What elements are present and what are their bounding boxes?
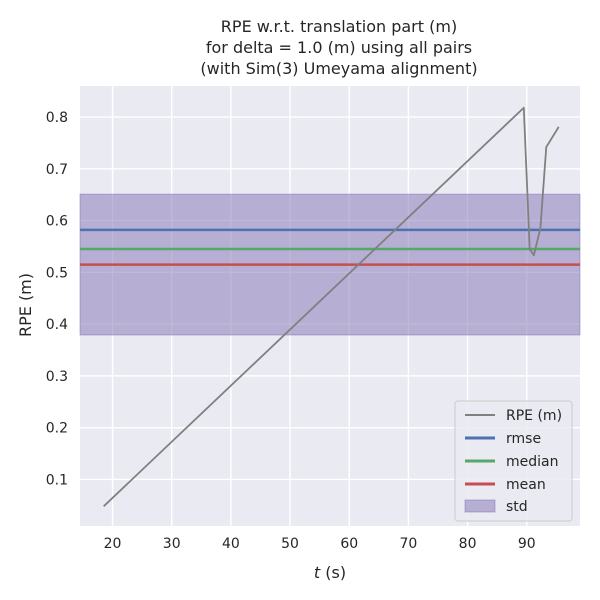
legend-label-rmse: rmse <box>506 431 541 447</box>
rpe-series-line <box>103 106 560 507</box>
legend-box <box>454 400 573 522</box>
y-axis-label: RPE (m) <box>16 273 35 337</box>
title-line-1: RPE w.r.t. translation part (m) <box>221 17 457 36</box>
x-tick-label: 70 <box>399 536 417 552</box>
legend-label-mean: mean <box>506 477 546 493</box>
x-tick-label: 80 <box>459 536 477 552</box>
y-tick-label: 0.2 <box>46 421 68 437</box>
y-tick-label: 0.8 <box>46 110 68 126</box>
y-tick-label: 0.7 <box>46 162 68 178</box>
y-tick-label: 0.6 <box>46 214 68 230</box>
x-tick-label: 60 <box>340 536 358 552</box>
legend-label-rpe: RPE (m) <box>506 408 562 424</box>
x-axis-label: t (s) <box>314 563 346 582</box>
series-layer <box>103 106 560 507</box>
x-tick-label: 20 <box>104 536 122 552</box>
x-tick-label: 90 <box>518 536 536 552</box>
statistic-lines <box>80 228 580 266</box>
title-line-2: for delta = 1.0 (m) using all pairs <box>206 38 472 57</box>
tick-labels: 20 30 40 50 60 70 80 90 0.1 0.2 0.3 0.4 0.5 0.6 0.7 0.8 <box>46 110 536 552</box>
legend-label-std: std <box>506 499 528 515</box>
chart-title: RPE w.r.t. translation part (m) for delt… <box>200 17 477 78</box>
legend-swatch-std <box>464 499 496 513</box>
legend: RPE (m) rmse median mean std <box>454 400 573 522</box>
y-tick-label: 0.3 <box>46 369 68 385</box>
y-tick-label: 0.4 <box>46 317 68 333</box>
x-tick-label: 30 <box>163 536 181 552</box>
title-line-3: (with Sim(3) Umeyama alignment) <box>200 59 477 78</box>
x-tick-label: 50 <box>281 536 299 552</box>
legend-label-median: median <box>506 454 558 470</box>
y-tick-label: 0.5 <box>46 265 68 281</box>
y-tick-label: 0.1 <box>46 472 68 488</box>
x-tick-label: 40 <box>222 536 240 552</box>
